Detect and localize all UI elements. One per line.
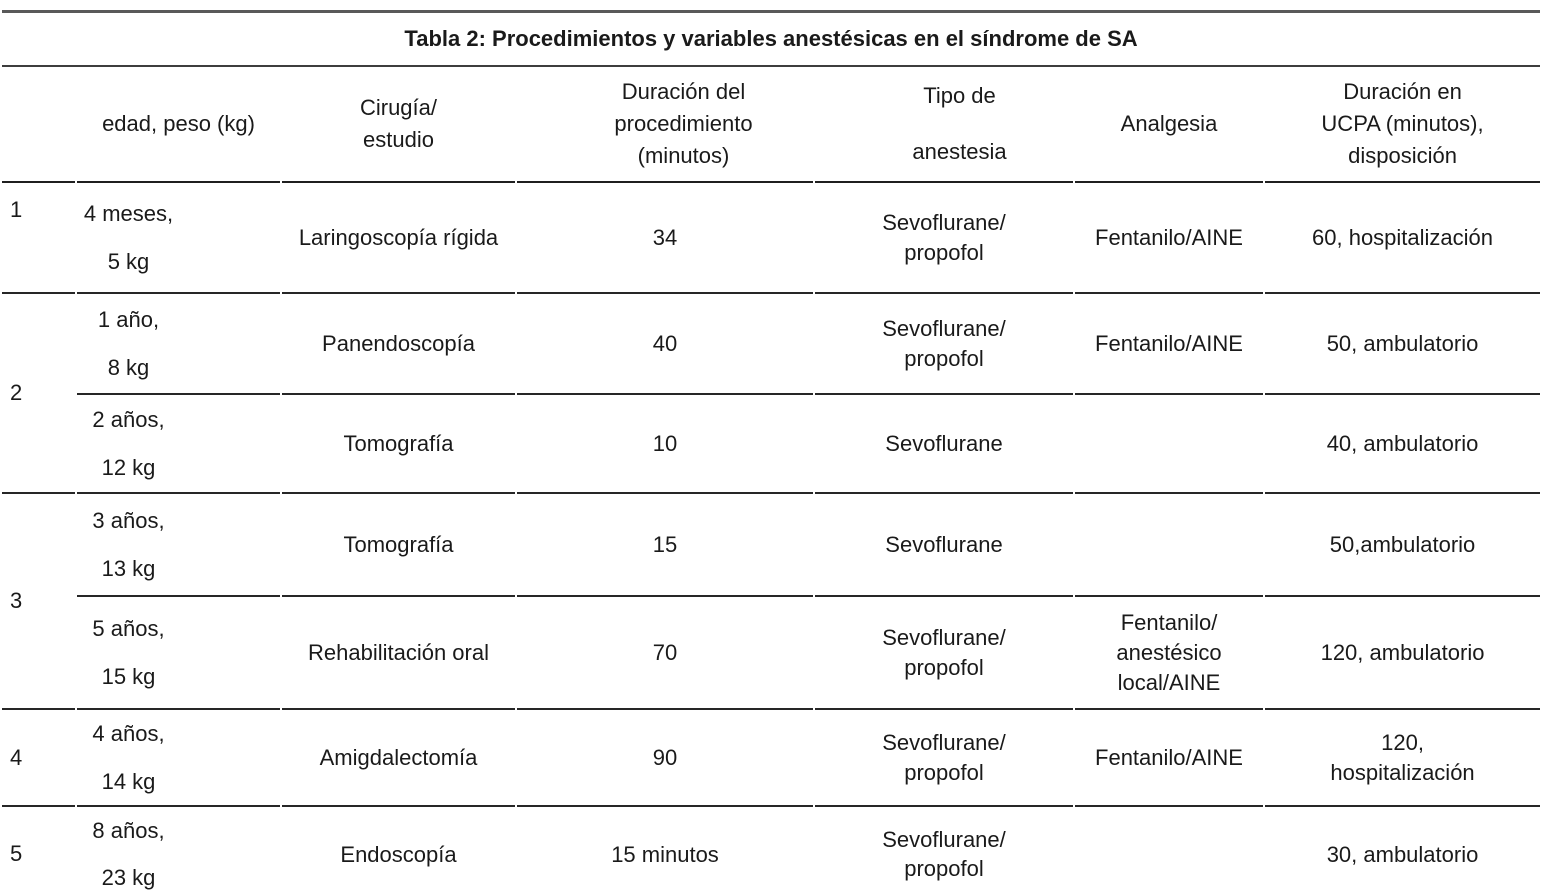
cell-analgesia: Fentanilo/AINE bbox=[1075, 183, 1263, 295]
cell-tipo-anestesia: Sevoflurane/ propofol bbox=[815, 807, 1073, 894]
cell-duracion: 10 bbox=[517, 395, 813, 495]
col-header-analgesia: Analgesia bbox=[1075, 67, 1263, 184]
cell-analgesia-empty bbox=[1075, 395, 1263, 495]
cell-case-number: 5 bbox=[2, 807, 75, 894]
table-row-case-2a: 2 1 año, 8 kg Panendoscopía 40 Sevoflura… bbox=[2, 294, 1541, 495]
table-title: Tabla 2: Procedimientos y variables anes… bbox=[2, 10, 1541, 67]
anesthesia-procedures-table: Tabla 2: Procedimientos y variables anes… bbox=[0, 10, 1542, 894]
table-header-row: edad, peso (kg) Cirugía/ estudio Duració… bbox=[2, 67, 1541, 184]
table-row-case-2b: 2 años, 12 kg Tomografía 10 Sevoflurane … bbox=[2, 395, 1541, 495]
cell-cirugia: Panendoscopía bbox=[282, 294, 515, 396]
cell-cirugia: Tomografía bbox=[282, 395, 515, 495]
cell-cirugia: Endoscopía bbox=[282, 807, 515, 894]
col-header-tipo-anestesia: Tipo de anestesia bbox=[815, 67, 1073, 184]
cell-edad-peso: 4 años, 14 kg bbox=[77, 710, 280, 808]
cell-case-number: 4 bbox=[2, 710, 75, 808]
cell-tipo-anestesia: Sevoflurane/ propofol bbox=[815, 183, 1073, 295]
cell-duracion: 15 minutos bbox=[517, 807, 813, 894]
cell-cirugia: Amigdalectomía bbox=[282, 710, 515, 808]
cell-analgesia: Fentanilo/AINE bbox=[1075, 710, 1263, 808]
cell-edad-peso: 1 año, 8 kg bbox=[77, 294, 280, 396]
cell-edad-peso: 8 años, 23 kg bbox=[77, 807, 280, 894]
cell-edad-peso: 2 años, 12 kg bbox=[77, 395, 280, 495]
cell-duracion: 34 bbox=[517, 183, 813, 295]
cell-edad-peso: 3 años, 13 kg bbox=[77, 494, 280, 598]
cell-tipo-anestesia: Sevoflurane/ propofol bbox=[815, 597, 1073, 711]
table-row-case-4: 4 4 años, 14 kg Amigdalectomía 90 Sevofl… bbox=[2, 710, 1541, 808]
col-header-number bbox=[2, 67, 75, 184]
table-row-case-3a: 3 3 años, 13 kg Tomografía 15 Sevofluran… bbox=[2, 494, 1541, 711]
table-title-row: Tabla 2: Procedimientos y variables anes… bbox=[2, 10, 1541, 67]
cell-cirugia: Tomografía bbox=[282, 494, 515, 598]
cell-ucpa: 120, hospitalización bbox=[1265, 710, 1541, 808]
cell-ucpa: 120, ambulatorio bbox=[1265, 597, 1541, 711]
cell-ucpa: 50,ambulatorio bbox=[1265, 494, 1541, 598]
cell-cirugia: Laringoscopía rígida bbox=[282, 183, 515, 295]
cell-analgesia: Fentanilo/ anestésico local/AINE bbox=[1075, 597, 1263, 711]
table-row-case-1: 1 4 meses, 5 kg Laringoscopía rígida 34 … bbox=[2, 183, 1541, 295]
col-header-duracion-procedimiento: Duración del procedimiento (minutos) bbox=[517, 67, 813, 184]
cell-ucpa: 60, hospitalización bbox=[1265, 183, 1541, 295]
cell-ucpa: 50, ambulatorio bbox=[1265, 294, 1541, 396]
cell-duracion: 90 bbox=[517, 710, 813, 808]
cell-analgesia-empty bbox=[1075, 494, 1263, 598]
cell-duracion: 40 bbox=[517, 294, 813, 396]
cell-edad-peso: 4 meses, 5 kg bbox=[77, 183, 280, 295]
table-row-case-3b: 5 años, 15 kg Rehabilitación oral 70 Sev… bbox=[2, 597, 1541, 711]
cell-ucpa: 40, ambulatorio bbox=[1265, 395, 1541, 495]
col-header-duracion-ucpa: Duración en UCPA (minutos), disposición bbox=[1265, 67, 1541, 184]
cell-tipo-anestesia: Sevoflurane bbox=[815, 494, 1073, 598]
cell-case-number: 2 bbox=[2, 294, 75, 495]
cell-ucpa: 30, ambulatorio bbox=[1265, 807, 1540, 894]
cell-tipo-anestesia: Sevoflurane bbox=[815, 395, 1073, 495]
cell-analgesia: Fentanilo/AINE bbox=[1075, 294, 1263, 396]
cell-tipo-anestesia: Sevoflurane/ propofol bbox=[815, 294, 1073, 396]
cell-case-number: 1 bbox=[2, 183, 75, 295]
cell-cirugia: Rehabilitación oral bbox=[282, 597, 515, 711]
col-header-edad-peso: edad, peso (kg) bbox=[77, 67, 280, 184]
cell-case-number: 3 bbox=[2, 494, 75, 711]
col-header-cirugia-estudio: Cirugía/ estudio bbox=[282, 67, 515, 184]
cell-duracion: 15 bbox=[517, 494, 813, 598]
cell-duracion: 70 bbox=[517, 597, 813, 711]
cell-tipo-anestesia: Sevoflurane/ propofol bbox=[815, 710, 1073, 808]
cell-analgesia-empty bbox=[1075, 807, 1263, 894]
cell-edad-peso: 5 años, 15 kg bbox=[77, 597, 280, 711]
table-row-case-5: 5 8 años, 23 kg Endoscopía 15 minutos Se… bbox=[2, 807, 1540, 894]
